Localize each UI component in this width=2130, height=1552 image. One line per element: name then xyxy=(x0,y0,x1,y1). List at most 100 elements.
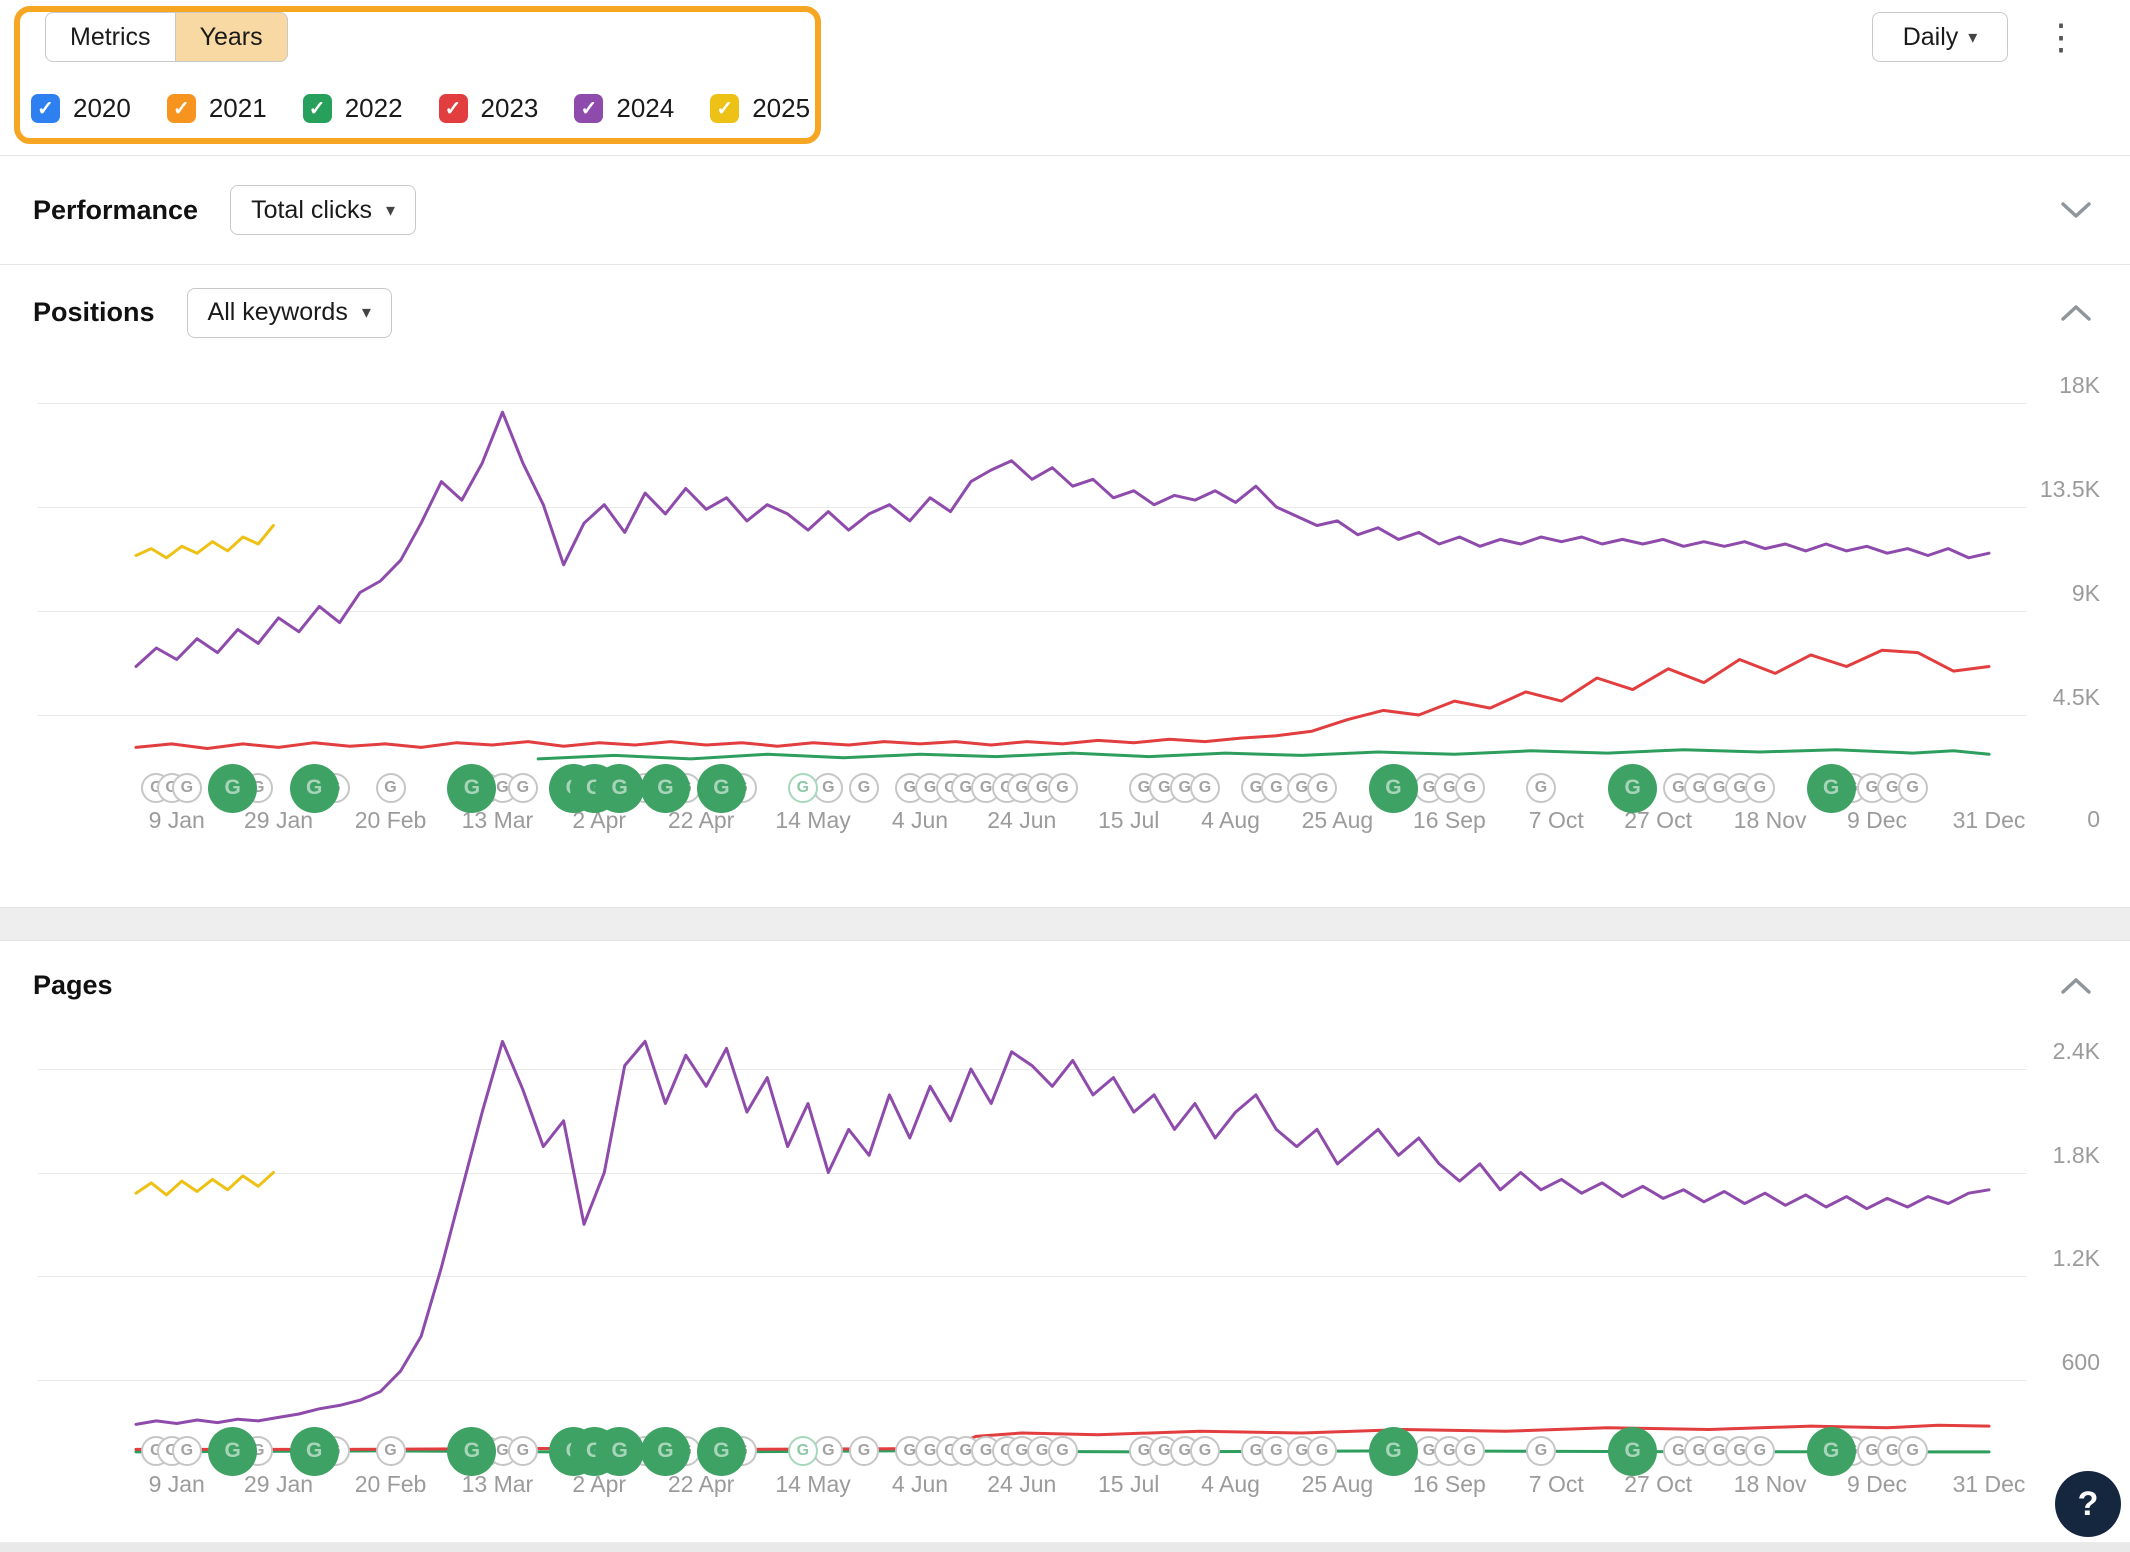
google-update-marker[interactable]: G xyxy=(507,1436,538,1466)
x-axis-tick-label: 9 Dec xyxy=(1846,807,1908,833)
tab-years[interactable]: Years xyxy=(175,12,288,62)
google-update-marker[interactable]: G xyxy=(696,763,746,813)
gridline xyxy=(38,403,2027,404)
year-checkbox-2025[interactable]: ✓ 2025 xyxy=(710,93,810,124)
google-update-marker[interactable]: G xyxy=(208,1426,258,1476)
google-update-marker[interactable]: G xyxy=(813,1436,844,1466)
google-update-marker[interactable]: G xyxy=(1047,1436,1078,1466)
google-update-marker[interactable]: G xyxy=(640,1426,690,1476)
year-checkbox-2021[interactable]: ✓ 2021 xyxy=(166,93,267,124)
x-axis-tick-label: 25 Aug xyxy=(1301,807,1374,833)
x-axis-tick-label: 15 Jul xyxy=(1097,1471,1160,1497)
year-checkbox-2024[interactable]: ✓ 2024 xyxy=(574,93,674,124)
y-axis-tick-label: 0 xyxy=(2087,806,2100,832)
google-update-marker[interactable]: G xyxy=(848,773,879,803)
topbar: Metrics Years ✓ 2020 ✓ 2021 ✓ 2022 ✓ 2023 ✓ 2024 ✓… xyxy=(0,0,2130,156)
x-axis-tick-label: 14 May xyxy=(775,1471,851,1497)
x-axis-tick-label: 4 Jun xyxy=(891,1471,949,1497)
google-update-marker[interactable]: G xyxy=(1526,1436,1557,1466)
google-update-marker[interactable]: G xyxy=(507,773,538,803)
checkbox-2025[interactable]: ✓ xyxy=(710,94,740,123)
google-update-marker[interactable]: G xyxy=(289,763,339,813)
year-label: 2022 xyxy=(344,93,403,123)
google-update-marker[interactable]: G xyxy=(1608,1426,1658,1476)
year-checkbox-2022[interactable]: ✓ 2022 xyxy=(302,93,403,124)
google-update-marker[interactable]: G xyxy=(1190,1436,1221,1466)
collapse-chevron-down-icon[interactable] xyxy=(2060,200,2092,220)
y-axis-tick-label: 2.4K xyxy=(2052,1038,2100,1064)
series-line-2025 xyxy=(134,524,275,560)
google-update-marker[interactable]: G xyxy=(595,763,645,813)
gridline xyxy=(38,1172,2027,1174)
gridline xyxy=(38,1069,2027,1070)
google-update-marker[interactable]: G xyxy=(787,1436,818,1466)
granularity-dropdown[interactable]: Daily ▾ xyxy=(1872,12,2008,62)
google-update-marker[interactable]: G xyxy=(1261,1436,1292,1466)
collapse-chevron-up-icon[interactable] xyxy=(2060,303,2092,323)
google-update-marker[interactable]: G xyxy=(1806,1426,1856,1476)
x-axis-tick-label: 20 Feb xyxy=(354,1471,427,1497)
x-axis-tick-label: 7 Oct xyxy=(1528,1471,1584,1497)
google-update-marker[interactable]: G xyxy=(447,763,497,813)
year-label: 2023 xyxy=(480,93,539,123)
pages-chart: 2.4K 1.8K 1.2K 600 9 Jan 29 Jan 20 Feb 13 Mar 2 … xyxy=(0,1030,2130,1535)
series-line-2023 xyxy=(134,648,1991,750)
google-update-marker[interactable]: G xyxy=(1806,763,1856,813)
google-update-marker[interactable]: G xyxy=(208,763,258,813)
google-update-marker[interactable]: G xyxy=(1526,773,1557,803)
help-button[interactable]: ? xyxy=(2055,1471,2121,1537)
checkbox-2021[interactable]: ✓ xyxy=(166,94,196,123)
pages-section-header: Pages xyxy=(0,941,2130,1030)
google-update-marker[interactable]: G xyxy=(595,1426,645,1476)
kebab-menu-button[interactable]: ⋮ xyxy=(2043,16,2081,57)
google-update-marker[interactable]: G xyxy=(696,1426,746,1476)
checkbox-2020[interactable]: ✓ xyxy=(31,94,60,123)
year-label: 2025 xyxy=(752,93,811,123)
google-update-marker[interactable]: G xyxy=(1744,1436,1775,1466)
google-update-marker[interactable]: G xyxy=(640,763,690,813)
google-update-marker[interactable]: G xyxy=(1897,773,1928,803)
year-checkbox-row: ✓ 2020 ✓ 2021 ✓ 2022 ✓ 2023 ✓ 2024 ✓ 2025 xyxy=(31,93,810,124)
google-update-marker[interactable]: G xyxy=(375,773,406,803)
google-update-marker[interactable]: G xyxy=(1454,1436,1485,1466)
checkbox-2024[interactable]: ✓ xyxy=(574,94,604,123)
google-update-marker[interactable]: G xyxy=(787,773,818,803)
year-label: 2021 xyxy=(208,93,267,123)
google-update-marker[interactable]: G xyxy=(1261,773,1292,803)
tab-metrics[interactable]: Metrics xyxy=(45,12,176,62)
bottom-divider xyxy=(0,1542,2130,1552)
x-axis-tick-label: 20 Feb xyxy=(354,807,427,833)
google-update-marker[interactable]: G xyxy=(848,1436,879,1466)
year-checkbox-2023[interactable]: ✓ 2023 xyxy=(438,93,539,124)
x-axis-tick-label: 9 Dec xyxy=(1846,1471,1908,1497)
google-update-marker[interactable]: G xyxy=(1897,1436,1928,1466)
google-update-marker[interactable]: G xyxy=(1047,773,1078,803)
checkbox-2023[interactable]: ✓ xyxy=(438,94,468,123)
google-update-marker[interactable]: G xyxy=(1368,1426,1418,1476)
google-update-marker[interactable]: G xyxy=(375,1436,406,1466)
google-update-marker[interactable]: G xyxy=(289,1426,339,1476)
year-label: 2024 xyxy=(616,93,675,123)
google-update-marker[interactable]: G xyxy=(1190,773,1221,803)
google-update-marker[interactable]: G xyxy=(1744,773,1775,803)
metric-dropdown[interactable]: Total clicks ▾ xyxy=(230,185,416,235)
google-update-marker[interactable]: G xyxy=(171,1436,202,1466)
y-axis-tick-label: 4.5K xyxy=(2052,684,2100,710)
y-axis-tick-label: 18K xyxy=(2059,372,2100,398)
google-update-marker[interactable]: G xyxy=(1368,763,1418,813)
checkbox-2022[interactable]: ✓ xyxy=(302,94,332,123)
gridline xyxy=(38,611,2027,612)
year-checkbox-2020[interactable]: ✓ 2020 xyxy=(31,93,131,124)
google-update-marker[interactable]: G xyxy=(447,1426,497,1476)
google-update-marker[interactable]: G xyxy=(171,773,202,803)
google-update-marker[interactable]: G xyxy=(1307,773,1338,803)
y-axis-tick-label: 9K xyxy=(2071,580,2100,606)
keywords-filter-label: All keywords xyxy=(207,298,348,326)
x-axis-tick-label: 16 Sep xyxy=(1412,807,1486,833)
google-update-marker[interactable]: G xyxy=(1454,773,1485,803)
google-update-marker[interactable]: G xyxy=(1608,763,1658,813)
keywords-filter-dropdown[interactable]: All keywords ▾ xyxy=(186,287,392,338)
collapse-chevron-up-icon[interactable] xyxy=(2060,976,2092,996)
google-update-marker[interactable]: G xyxy=(1307,1436,1338,1466)
